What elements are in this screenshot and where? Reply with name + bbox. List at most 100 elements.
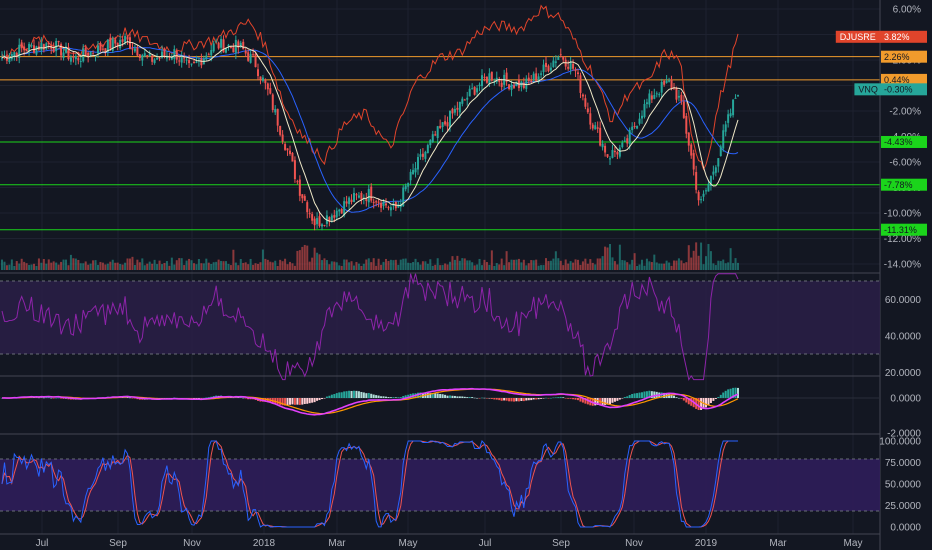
macd-pane[interactable] bbox=[0, 387, 880, 416]
candle-body bbox=[42, 44, 45, 50]
macd-histogram-bar bbox=[673, 395, 675, 398]
volume-bar bbox=[37, 258, 40, 270]
volume-bar bbox=[702, 264, 705, 270]
volume-bar bbox=[276, 265, 279, 270]
macd-histogram-bar bbox=[650, 391, 653, 398]
candle-body bbox=[350, 199, 353, 203]
macd-histogram-bar bbox=[606, 398, 609, 405]
price-level-badge bbox=[881, 223, 927, 236]
macd-axis-labels[interactable]: 0.0000 -2.0000 bbox=[887, 394, 921, 440]
candle-body bbox=[271, 94, 274, 110]
volume-bar bbox=[55, 262, 58, 270]
macd-histogram-bar bbox=[596, 398, 599, 405]
candle-body bbox=[709, 176, 712, 187]
stochastic-pane[interactable] bbox=[0, 440, 880, 528]
volume-bar bbox=[680, 260, 683, 270]
macd-histogram-bar bbox=[298, 398, 301, 405]
macd-histogram-bar bbox=[367, 392, 370, 398]
volume-bar bbox=[732, 263, 735, 270]
price-level-label: -0.30% bbox=[884, 85, 913, 95]
volume-bar bbox=[244, 262, 247, 270]
candle-body bbox=[306, 202, 309, 213]
macd-histogram-bar bbox=[719, 394, 722, 398]
volume-bar bbox=[173, 264, 176, 270]
macd-histogram-bar bbox=[387, 397, 390, 398]
candle-body bbox=[377, 201, 380, 203]
candle-body bbox=[10, 54, 13, 60]
volume-bar bbox=[372, 258, 375, 270]
volume-bar bbox=[25, 263, 28, 270]
volume-bar bbox=[572, 262, 575, 270]
series-name-badge bbox=[854, 83, 881, 96]
candle-body bbox=[505, 72, 508, 82]
volume-bar bbox=[513, 259, 515, 270]
volume-bar bbox=[84, 261, 87, 270]
candle-body bbox=[72, 56, 75, 58]
volume-bar bbox=[148, 261, 151, 270]
volume-bar bbox=[1, 259, 3, 270]
macd-histogram-bar bbox=[532, 398, 535, 400]
volume-bar bbox=[215, 261, 218, 270]
volume-bar bbox=[670, 265, 673, 270]
candle-body bbox=[163, 49, 166, 57]
time-tick-label: Sep bbox=[552, 538, 570, 549]
volume-bar bbox=[589, 259, 592, 270]
volume-bar bbox=[69, 254, 72, 270]
macd-histogram-bar bbox=[488, 398, 491, 399]
volume-bar bbox=[525, 265, 528, 270]
macd-histogram-bar bbox=[308, 398, 311, 404]
macd-histogram-bar bbox=[321, 398, 323, 400]
volume-bar bbox=[594, 264, 597, 270]
candle-body bbox=[471, 88, 474, 90]
price-level-label: -7.78% bbox=[884, 180, 913, 190]
macd-histogram-bar bbox=[623, 397, 626, 398]
candle-body bbox=[284, 144, 287, 150]
stochastic-axis-labels[interactable]: 100.0000 75.0000 50.0000 25.0000 0.0000 bbox=[879, 437, 921, 534]
macd-histogram-bar bbox=[559, 396, 562, 398]
volume-bar bbox=[338, 265, 341, 270]
macd-histogram-bar bbox=[500, 398, 503, 401]
candle-body bbox=[207, 54, 210, 56]
candle-body bbox=[281, 134, 284, 142]
volume-bar bbox=[325, 260, 328, 270]
volume-bar bbox=[217, 259, 220, 270]
candle-body bbox=[419, 154, 422, 157]
macd-histogram-bar bbox=[481, 397, 483, 399]
volume-bar bbox=[380, 264, 383, 270]
macd-histogram-bar bbox=[700, 398, 703, 410]
candle-body bbox=[269, 88, 272, 94]
volume-bar bbox=[362, 263, 365, 270]
rsi-axis-labels[interactable]: 60.0000 40.0000 20.0000 bbox=[885, 295, 922, 379]
volume-bar bbox=[79, 263, 82, 270]
volume-bar bbox=[247, 264, 250, 270]
candle-body bbox=[724, 124, 727, 132]
candle-body bbox=[658, 94, 661, 96]
macd-histogram-bar bbox=[476, 397, 479, 399]
volume-bar bbox=[72, 258, 75, 270]
macd-histogram-bar bbox=[574, 398, 577, 400]
macd-histogram-bar bbox=[579, 398, 582, 402]
volume-bar bbox=[271, 262, 274, 270]
candle-body bbox=[665, 80, 668, 83]
volume-bar bbox=[473, 265, 476, 270]
candle-body bbox=[60, 44, 63, 56]
volume-bar bbox=[641, 259, 643, 270]
volume-bar bbox=[350, 261, 353, 270]
volume-bar bbox=[156, 264, 159, 270]
candle-body bbox=[510, 84, 513, 90]
candle-body bbox=[133, 48, 136, 52]
price-pane[interactable] bbox=[0, 4, 880, 270]
macd-histogram-bar bbox=[392, 397, 395, 398]
volume-bar bbox=[340, 265, 343, 270]
volume-bar bbox=[485, 262, 488, 270]
volume-bar bbox=[476, 264, 479, 270]
candle-body bbox=[193, 61, 195, 63]
time-axis-labels[interactable]: Jul Sep Nov 2018 Mar May Jul Sep Nov 2019 Mar May bbox=[36, 538, 863, 549]
volume-bar bbox=[729, 248, 732, 270]
volume-bar bbox=[178, 258, 181, 270]
macd-histogram-bar bbox=[466, 397, 469, 398]
volume-bar bbox=[468, 260, 471, 270]
rsi-pane[interactable] bbox=[0, 273, 880, 381]
candle-body bbox=[170, 57, 173, 60]
